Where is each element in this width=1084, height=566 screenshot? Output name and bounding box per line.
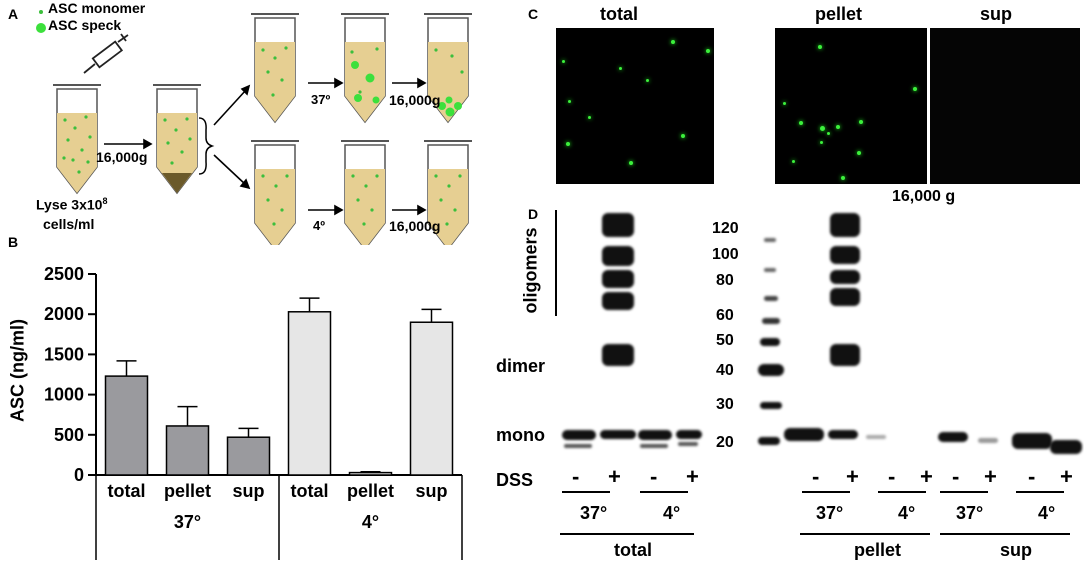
blot-pellet-sup [752,208,1084,462]
spin2-label: 16,000g [389,92,441,108]
group-label-1: 4° [362,512,379,532]
temp-cold-label: 4º [313,218,325,233]
mw-30: 30 [716,396,734,413]
micro-title-pellet: pellet [815,4,863,24]
group-total: total [614,540,652,560]
bar-1 [165,425,210,476]
speck-legend-dot [36,23,46,33]
dss-label: DSS [496,470,534,490]
temp-pellet-4: 4° [898,503,916,523]
category-label-2: sup [232,481,264,501]
oligomers-bracket [555,210,557,316]
category-label-0: total [108,481,146,501]
y-tick-label-1: 500 [54,425,84,445]
tube-spun [152,84,202,194]
micrograph-total [556,28,714,184]
mw-50: 50 [716,332,734,349]
mw-80: 80 [716,272,734,289]
cells-label: cells/ml [43,216,95,232]
micro-spin-label: 16,000 g [892,188,956,205]
monomer-legend-dot [39,10,43,14]
sign-7: + [920,464,933,489]
legend-monomer-label: ASC monomer [48,0,146,16]
lyse-label: Lyse 3x108 [36,196,108,213]
bar-5 [409,321,454,476]
mw-100: 100 [712,246,739,263]
sign-1: + [608,464,621,489]
category-label-1: pellet [164,481,211,501]
syringe-icon [83,33,129,74]
temp-sup-4: 4° [1038,503,1056,523]
temp-total-37: 37° [580,503,608,523]
sign-2: - [650,464,658,489]
micrograph-pellet [775,28,927,184]
y-tick-label-5: 2500 [44,264,84,284]
bar-4 [348,471,393,476]
y-tick-label-4: 2000 [44,304,84,324]
sign-6: - [888,464,896,489]
mw-40: 40 [716,362,734,379]
bar-3 [287,311,332,476]
mono-label: mono [496,425,545,445]
category-label-3: total [291,481,329,501]
category-label-5: sup [415,481,447,501]
micro-title-total: total [600,4,638,24]
mw-120: 120 [712,220,739,237]
group-pellet: pellet [854,540,902,560]
group-sup: sup [1000,540,1033,560]
oligomers-label: oligomers [520,227,541,314]
blot-total [560,208,706,462]
sign-5: + [846,464,859,489]
mw-20: 20 [716,434,734,451]
process-arrows [104,77,427,216]
sign-0: - [572,464,580,489]
micro-title-sup: sup [980,4,1013,24]
panel-c-label: C [528,6,539,22]
sign-10: - [1028,464,1036,489]
bar-0 [104,375,149,476]
spin3-label: 16,000g [389,218,441,234]
temp-total-4: 4° [663,503,681,523]
sign-3: + [686,464,699,489]
sign-9: + [984,464,997,489]
temp-pellet-37: 37° [816,503,844,523]
sign-4: - [812,464,820,489]
y-tick-label-3: 1500 [44,344,84,364]
temp-hot-label: 37º [311,92,331,107]
monomer-dots [62,46,464,226]
speck-dots [351,61,462,117]
group-label-0: 37° [174,512,201,532]
spin1-label: 16,000g [96,149,148,165]
dss-annotation [560,491,1070,535]
panel-b-label: B [8,234,19,250]
panel-d-label: D [528,206,539,222]
dimer-label: dimer [496,356,546,376]
sign-11: + [1060,464,1073,489]
mw-60: 60 [716,307,734,324]
brace [198,117,215,175]
y-tick-label-2: 1000 [44,385,84,405]
y-tick-label-0: 0 [74,465,84,485]
sign-8: - [952,464,960,489]
panel-a-label: A [8,6,19,22]
micrograph-sup [930,28,1080,184]
oligomers-label-wrap: oligomers [510,227,550,313]
panel-a-diagram [36,10,473,245]
group-underlines [560,491,1070,535]
temp-sup-37: 37° [956,503,984,523]
bar-2 [226,436,271,476]
category-label-4: pellet [347,481,394,501]
legend-speck-label: ASC speck [48,17,122,33]
